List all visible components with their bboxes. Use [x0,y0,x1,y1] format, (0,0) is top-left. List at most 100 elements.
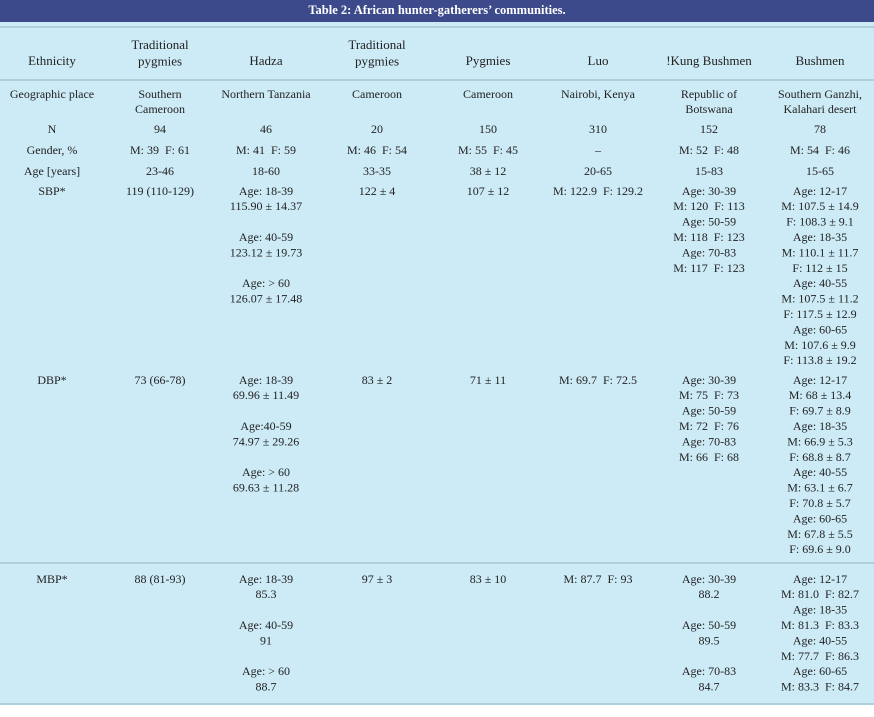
cell-text: 88.7 [256,680,277,694]
cell-text: Botswana [685,102,733,116]
cell-text: Age: 40-59 [239,230,293,244]
row-label: SBP* [38,184,65,198]
cell-text: Age: 18-35 [793,603,847,617]
cell-text: F: 108.3 ± 9.1 [786,215,854,229]
cell-text: M: 67.8 ± 5.5 [787,527,853,541]
cell-text: 97 ± 3 [362,572,393,586]
title-bar [0,0,874,22]
cell-text: Age: 40-59 [239,618,293,632]
cell-text: 78 [814,122,826,136]
column-header: !Kung Bushmen [666,53,752,68]
cell-text: 107 ± 12 [467,184,510,198]
cell-text: Republic of [681,87,737,101]
cell-text: F: 70.8 ± 5.7 [789,496,851,510]
column-header: Luo [588,53,609,68]
cell-text: 122 ± 4 [359,184,396,198]
cell-text: Age: 60-65 [793,322,847,336]
row-label: Geographic place [10,87,94,101]
cell-text: 85.3 [256,587,277,601]
cell-text: M: 75 F: 73 [679,388,739,402]
cell-text: 115.90 ± 14.37 [230,199,302,213]
cell-text: – [594,143,602,157]
table-title: Table 2: African hunter-gatherers’ commu… [308,3,565,17]
cell-text: F: 117.5 ± 12.9 [783,307,856,321]
cell-text: Southern Ganzhi, [778,87,862,101]
cell-text: M: 68 ± 13.4 [789,388,852,402]
column-header: Hadza [249,53,282,68]
cell-text: F: 113.8 ± 19.2 [783,353,856,367]
cell-text: 20 [371,122,383,136]
cell-text: Age: 40-55 [793,633,847,647]
cell-text: Age: 70-83 [682,434,736,448]
column-header: Bushmen [795,53,845,68]
cell-text: M: 107.5 ± 11.2 [781,292,858,306]
cell-text: 15-83 [695,164,723,178]
cell-text: M: 107.5 ± 14.9 [781,199,859,213]
cell-text: M: 55 F: 45 [458,143,518,157]
cell-text: 123.12 ± 19.73 [230,245,303,259]
cell-text: 83 ± 2 [362,373,393,387]
cell-text: Age: 50-59 [682,618,736,632]
cell-text: Age: 18-39 [239,572,293,586]
cell-text: 150 [479,122,497,136]
cell-text: Age: 18-35 [793,230,847,244]
cell-text: Age: 30-39 [682,572,736,586]
cell-text: 91 [260,633,272,647]
cell-text: Age: 18-35 [793,419,847,433]
cell-text: 94 [154,122,166,136]
column-header: Ethnicity [28,53,76,68]
cell-text: Northern Tanzania [221,87,311,101]
cell-text: Age: > 60 [242,465,290,479]
cell-text: Cameroon [463,87,513,101]
column-header: pygmies [355,53,399,68]
column-header: pygmies [138,53,182,68]
cell-text: 89.5 [699,633,720,647]
cell-text: Age: 60-65 [793,511,847,525]
cell-text: M: 46 F: 54 [347,143,407,157]
cell-text: M: 72 F: 76 [679,419,739,433]
cell-text: 38 ± 12 [470,164,507,178]
cell-text: 84.7 [699,680,720,694]
cell-text: M: 81.3 F: 83.3 [781,618,859,632]
table-background [0,22,874,705]
cell-text: 20-65 [584,164,612,178]
cell-text: Age: 12-17 [793,184,847,198]
cell-text: M: 77.7 F: 86.3 [781,649,859,663]
cell-text: Nairobi, Kenya [561,87,636,101]
column-header: Pygmies [466,53,511,68]
column-header: Traditional [131,37,189,52]
cell-text: 23-46 [146,164,174,178]
cell-text: Cameroon [135,102,185,116]
cell-text: Age:40-59 [240,419,291,433]
cell-text: M: 122.9 F: 129.2 [553,184,643,198]
cell-text: M: 54 F: 46 [790,143,850,157]
column-header: Traditional [348,37,406,52]
cell-text: M: 120 F: 113 [673,199,745,213]
cell-text: 33-35 [363,164,391,178]
cell-text: Age: 70-83 [682,245,736,259]
cell-text: M: 118 F: 123 [673,230,745,244]
cell-text: F: 112 ± 15 [792,261,847,275]
cell-text: M: 39 F: 61 [130,143,190,157]
row-label: DBP* [37,373,66,387]
row-label: Age [years] [24,164,80,178]
cell-text: F: 68.8 ± 8.7 [789,450,851,464]
row-label: N [48,122,57,136]
cell-text: 310 [589,122,607,136]
cell-text: 88.2 [699,587,720,601]
cell-text: 71 ± 11 [470,373,506,387]
cell-text: M: 41 F: 59 [236,143,296,157]
cell-text: F: 69.6 ± 9.0 [789,542,851,556]
cell-text: 88 (81-93) [135,572,186,586]
cell-text: 69.63 ± 11.28 [233,481,299,495]
cell-text: 152 [700,122,718,136]
cell-text: Age: 18-39 [239,373,293,387]
cell-text: M: 83.3 F: 84.7 [781,680,859,694]
cell-text: M: 110.1 ± 11.7 [782,245,859,259]
cell-text: 18-60 [252,164,280,178]
cell-text: M: 69.7 F: 72.5 [559,373,637,387]
cell-text: M: 52 F: 48 [679,143,739,157]
cell-text: M: 87.7 F: 93 [563,572,632,586]
cell-text: Age: 60-65 [793,664,847,678]
